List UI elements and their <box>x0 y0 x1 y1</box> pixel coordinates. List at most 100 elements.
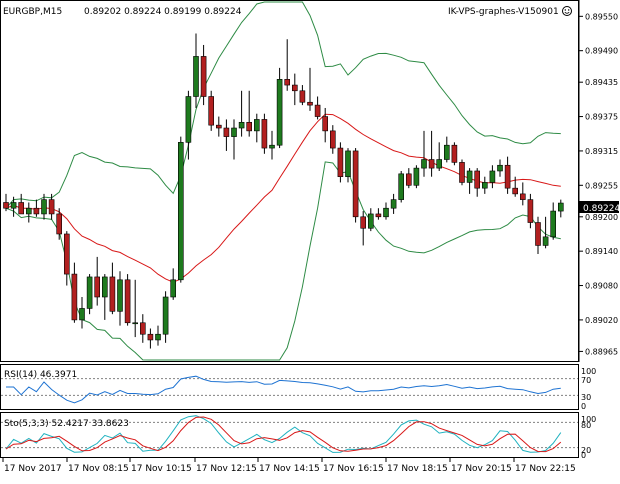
candle-body <box>345 150 351 178</box>
candle-body <box>147 333 154 341</box>
candle-body <box>276 79 283 146</box>
candle <box>117 271 123 326</box>
candle <box>216 116 222 137</box>
candle-body <box>56 213 63 235</box>
candle <box>451 142 458 166</box>
candle-body <box>109 276 116 312</box>
candle-body <box>428 159 435 169</box>
rsi-line <box>6 375 561 404</box>
candle-body <box>223 127 230 137</box>
candle-body <box>208 96 214 126</box>
candle <box>261 113 268 154</box>
price-tick-label: 0.89020 <box>585 316 618 325</box>
candle <box>466 168 473 194</box>
candle <box>459 159 465 186</box>
candle <box>557 199 564 218</box>
stoch-level-20: 20 <box>581 446 591 455</box>
rsi-label: RSI(14) 46.3971 <box>4 370 77 380</box>
candle <box>428 130 435 177</box>
current-price-label: 0.89224 <box>583 204 620 214</box>
candle <box>405 168 412 189</box>
candle-body <box>557 202 564 212</box>
price-tick-label: 0.89490 <box>585 47 618 56</box>
candle <box>185 90 192 160</box>
stoch-level-0: 0 <box>581 451 586 460</box>
candle <box>162 291 169 343</box>
candle-body <box>352 150 359 218</box>
candle-body <box>481 182 488 189</box>
candle-body <box>474 170 481 189</box>
candle <box>481 176 488 194</box>
stoch-main-line <box>5 415 562 453</box>
price-tick-label: 0.89080 <box>585 282 618 291</box>
candle-body <box>155 333 161 341</box>
candle <box>345 148 351 183</box>
candle-body <box>185 96 192 143</box>
candle-body <box>398 173 405 200</box>
candle <box>200 44 207 106</box>
candle-body <box>216 124 222 129</box>
candle <box>443 136 450 163</box>
stoch-label: Sto(5,3,3) 52.4217 33.8623 <box>4 419 129 429</box>
candle-body <box>162 296 169 335</box>
candle <box>512 176 519 197</box>
candle-body <box>535 222 541 246</box>
time-tick-label: 17 Nov 08:15 <box>68 464 129 474</box>
candle <box>527 193 534 229</box>
candle <box>519 182 526 206</box>
candle <box>413 165 420 189</box>
stoch-pane <box>1 415 578 453</box>
candle <box>25 202 32 223</box>
candle <box>208 90 214 131</box>
candle-body <box>443 144 450 160</box>
candle <box>291 73 298 106</box>
time-tick-label: 17 Nov 20:15 <box>451 464 512 474</box>
candle-body <box>132 322 138 325</box>
time-tick-label: 17 Nov 12:15 <box>196 464 257 474</box>
candle-body <box>18 202 25 215</box>
candle-body <box>193 56 199 97</box>
candle <box>383 202 389 220</box>
candle-body <box>246 121 252 132</box>
candle <box>337 142 344 183</box>
price-tick-label: 0.89140 <box>585 247 618 256</box>
candle-body <box>519 193 526 200</box>
price-tick-label: 0.89435 <box>585 78 618 87</box>
candle-body <box>170 279 176 298</box>
candle <box>436 142 443 171</box>
candle <box>474 168 481 197</box>
candle <box>284 39 291 91</box>
candle-body <box>200 56 207 97</box>
candle-body <box>261 119 268 149</box>
rsi-level-30: 30 <box>581 393 591 402</box>
time-tick-label: 17 Nov 14:15 <box>259 464 320 474</box>
time-tick-label: 17 Nov 18:15 <box>387 464 448 474</box>
candle <box>254 113 260 143</box>
candle-body <box>367 213 374 229</box>
indicator-name: IK-VPS-graphes-V150901 <box>448 7 559 17</box>
candle <box>56 208 63 240</box>
candle-body <box>451 144 458 163</box>
candle-body <box>269 144 275 149</box>
candle <box>375 208 382 220</box>
candle <box>64 231 70 286</box>
time-tick-label: 17 Nov 2017 <box>4 464 62 474</box>
candle-body <box>33 207 40 215</box>
candle-body <box>64 233 70 275</box>
candle-body <box>48 199 55 215</box>
candle-body <box>421 159 427 169</box>
candle-body <box>329 130 336 149</box>
candlesticks <box>3 33 564 349</box>
candle <box>269 130 275 160</box>
stoch-level-100: 100 <box>581 415 596 424</box>
time-tick-label: 17 Nov 22:15 <box>515 464 576 474</box>
candle-body <box>542 236 549 246</box>
candle <box>322 107 329 143</box>
candle-body <box>550 210 557 238</box>
price-tick-label: 0.89255 <box>585 181 618 190</box>
candle <box>109 262 116 315</box>
price-tick-label: 0.89200 <box>585 213 618 222</box>
smiley-icon <box>562 6 572 16</box>
